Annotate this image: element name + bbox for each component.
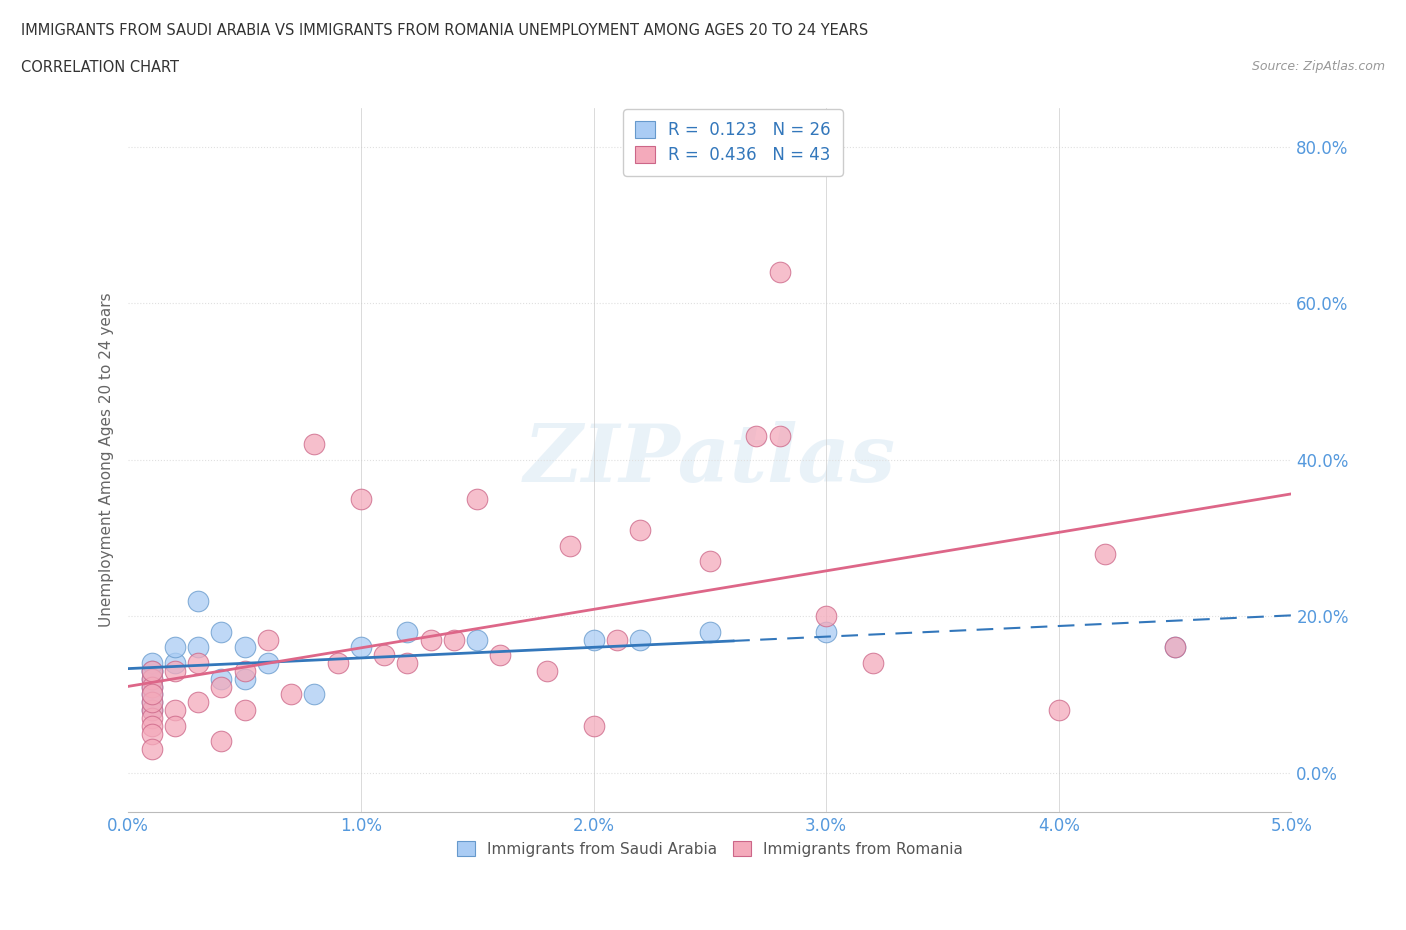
Point: [233, 671, 256, 686]
Point: [187, 656, 209, 671]
Point: [141, 671, 163, 686]
Point: [209, 671, 232, 686]
Point: [1047, 702, 1070, 717]
Point: [141, 726, 163, 741]
Point: [141, 718, 163, 733]
Point: [209, 734, 232, 749]
Point: [1094, 546, 1116, 561]
Point: [419, 632, 441, 647]
Point: [443, 632, 465, 647]
Point: [489, 648, 512, 663]
Point: [256, 656, 278, 671]
Point: [536, 663, 558, 678]
Point: [141, 702, 163, 717]
Point: [163, 656, 186, 671]
Point: [233, 640, 256, 655]
Point: [141, 687, 163, 702]
Point: [141, 663, 163, 678]
Point: [606, 632, 628, 647]
Point: [163, 718, 186, 733]
Point: [141, 695, 163, 710]
Legend: Immigrants from Saudi Arabia, Immigrants from Romania: Immigrants from Saudi Arabia, Immigrants…: [446, 830, 974, 868]
Point: [187, 593, 209, 608]
Point: [1164, 640, 1187, 655]
Text: Source: ZipAtlas.com: Source: ZipAtlas.com: [1251, 60, 1385, 73]
Point: [396, 656, 419, 671]
Point: [163, 663, 186, 678]
Y-axis label: Unemployment Among Ages 20 to 24 years: Unemployment Among Ages 20 to 24 years: [100, 293, 114, 627]
Point: [141, 687, 163, 702]
Point: [769, 265, 792, 280]
Point: [163, 640, 186, 655]
Point: [141, 702, 163, 717]
Point: [628, 632, 651, 647]
Point: [209, 624, 232, 639]
Point: [862, 656, 884, 671]
Point: [233, 702, 256, 717]
Point: [304, 437, 326, 452]
Point: [396, 624, 419, 639]
Point: [256, 632, 278, 647]
Point: [280, 687, 302, 702]
Point: [209, 679, 232, 694]
Point: [582, 718, 605, 733]
Point: [699, 554, 721, 569]
Point: [465, 491, 488, 506]
Point: [233, 663, 256, 678]
Point: [350, 640, 373, 655]
Point: [745, 429, 768, 444]
Point: [699, 624, 721, 639]
Point: [141, 742, 163, 757]
Point: [350, 491, 373, 506]
Text: ZIPatlas: ZIPatlas: [524, 421, 896, 498]
Point: [304, 687, 326, 702]
Point: [187, 695, 209, 710]
Point: [582, 632, 605, 647]
Point: [815, 624, 838, 639]
Point: [560, 538, 582, 553]
Point: [141, 671, 163, 686]
Text: CORRELATION CHART: CORRELATION CHART: [21, 60, 179, 75]
Point: [373, 648, 395, 663]
Point: [326, 656, 349, 671]
Point: [141, 711, 163, 725]
Text: IMMIGRANTS FROM SAUDI ARABIA VS IMMIGRANTS FROM ROMANIA UNEMPLOYMENT AMONG AGES : IMMIGRANTS FROM SAUDI ARABIA VS IMMIGRAN…: [21, 23, 869, 38]
Point: [141, 663, 163, 678]
Point: [141, 695, 163, 710]
Point: [141, 663, 163, 678]
Point: [628, 523, 651, 538]
Point: [769, 429, 792, 444]
Point: [465, 632, 488, 647]
Point: [141, 656, 163, 671]
Point: [141, 679, 163, 694]
Point: [141, 679, 163, 694]
Point: [1164, 640, 1187, 655]
Point: [187, 640, 209, 655]
Point: [815, 609, 838, 624]
Point: [163, 702, 186, 717]
